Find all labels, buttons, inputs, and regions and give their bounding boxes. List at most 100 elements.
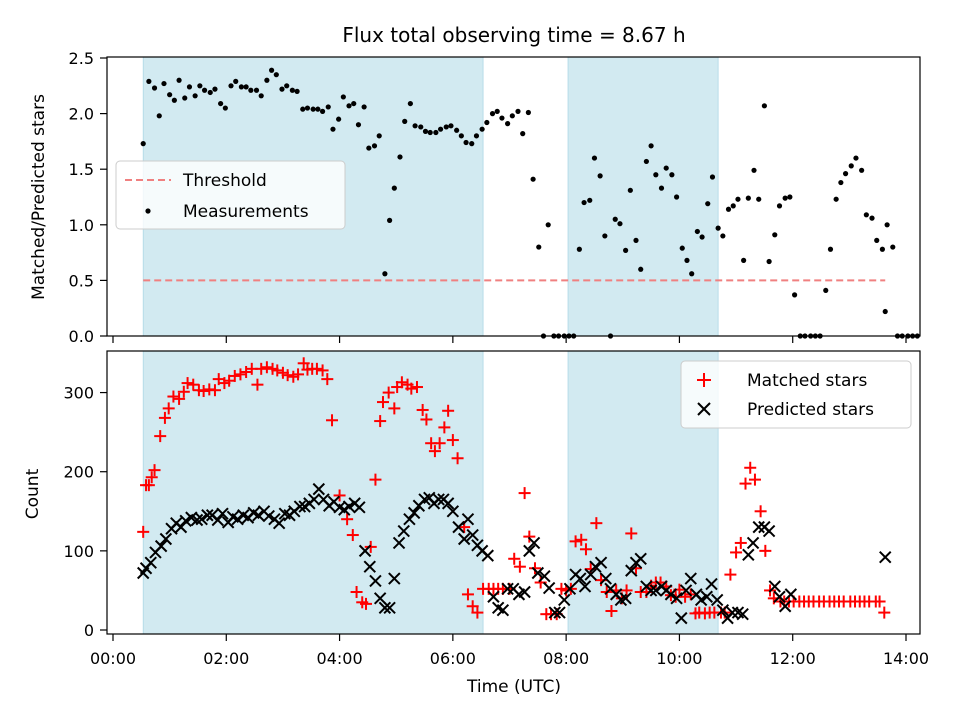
predicted-star-point: [679, 584, 693, 597]
measurement-point: [469, 141, 475, 147]
matched-star-point: [523, 530, 536, 543]
matched-star-point: [167, 390, 180, 403]
measurement-point: [330, 126, 336, 132]
matched-star-point: [590, 517, 603, 530]
predicted-star-point: [619, 592, 632, 605]
measurement-point: [643, 158, 649, 165]
matched-star-point: [405, 382, 418, 395]
bottom-panel: 0 100 200 300 00:00 02:00 04:00 06:00 08:00 10:0…: [23, 350, 929, 697]
predicted-star-point: [634, 552, 647, 565]
x-tick-label: 14:00: [883, 649, 929, 668]
matched-star-point: [451, 452, 464, 465]
measurement-point: [218, 100, 224, 107]
measurement-point: [437, 126, 444, 132]
measurement-point: [515, 108, 521, 114]
matched-star-point: [438, 421, 451, 434]
predicted-star-point: [700, 590, 714, 603]
measurement-point: [627, 187, 633, 193]
predicted-star-point: [457, 532, 471, 546]
measurement-point: [530, 176, 536, 182]
predicted-star-point: [293, 500, 307, 513]
measurement-point: [197, 83, 203, 89]
measurement-point: [720, 233, 726, 239]
measurement-point: [882, 308, 888, 315]
x-axis-label: Time (UTC): [466, 677, 561, 697]
measurement-point: [355, 122, 362, 128]
matched-star-point: [518, 487, 531, 500]
matched-star-point: [442, 404, 455, 417]
predicted-star-point: [201, 509, 214, 522]
measurement-point: [725, 206, 732, 212]
predicted-star-point: [159, 532, 173, 546]
measurement-point: [484, 119, 490, 126]
top-y-tick-label: 1.5: [69, 160, 94, 179]
matched-star-point: [162, 402, 175, 415]
measurement-point: [463, 139, 469, 146]
measurement-point: [597, 173, 603, 179]
predicted-star-point: [705, 577, 718, 591]
bottom-shaded-intervals: [142, 350, 719, 635]
matched-star-point: [321, 373, 334, 386]
top-y-label: Matched/Predicted stars: [29, 94, 49, 300]
matched-star-point: [416, 403, 429, 416]
matched-star-point: [620, 584, 633, 597]
predicted-star-point: [466, 528, 479, 542]
measurement-point: [745, 195, 751, 201]
predicted-star-point: [452, 520, 465, 534]
matched-star-point: [461, 588, 474, 601]
measurement-point: [233, 78, 239, 84]
measurement-point: [201, 87, 208, 93]
measurement-point: [581, 199, 587, 206]
predicted-star-point: [481, 549, 494, 562]
predicted-star-point: [594, 556, 608, 569]
matched-star-point: [260, 361, 273, 374]
measurement-point: [212, 86, 218, 92]
measurement-point: [376, 133, 382, 139]
matched-star-point: [410, 381, 423, 394]
measurement-point: [827, 246, 834, 252]
predicted-star-point: [742, 548, 755, 562]
matched-star-point: [748, 473, 761, 486]
measurement-point: [402, 118, 408, 124]
predicted-star-point: [441, 497, 455, 510]
matched-star-point: [158, 411, 171, 424]
measurement-point: [346, 103, 352, 109]
measurement-point: [151, 85, 158, 91]
x-tick-label: 10:00: [656, 649, 702, 668]
measurement-point: [192, 93, 198, 99]
top-y-axis: 0.0 0.5 1.0 1.5 2.0 2.5: [69, 49, 107, 346]
predicted-star-point: [563, 582, 577, 596]
predicted-star-point: [538, 569, 551, 583]
measurement-point: [310, 106, 316, 112]
bottom-plot-frame: [106, 350, 921, 635]
measurement-point: [186, 84, 193, 90]
matched-star-point: [433, 437, 446, 450]
measurement-point: [823, 287, 829, 294]
measurement-point: [269, 67, 275, 73]
x-tick-label: 12:00: [770, 649, 816, 668]
matched-star-point: [369, 473, 382, 486]
measurement-point: [499, 115, 505, 121]
measurement-point: [248, 87, 254, 93]
measurement-point: [848, 163, 854, 169]
measurement-point: [273, 72, 279, 78]
matched-star-point: [754, 505, 767, 518]
predicted-star-point: [144, 556, 157, 569]
shaded-interval-2: [567, 56, 719, 337]
matched-star-point: [142, 479, 155, 492]
predicted-star-point: [778, 600, 792, 613]
predicted-star-point: [154, 539, 168, 553]
predicted-star-point: [716, 604, 730, 617]
predicted-star-point: [392, 536, 406, 550]
matched-star-point: [137, 525, 150, 538]
measurement-point: [833, 196, 839, 202]
predicted-star-point: [746, 536, 760, 550]
matched-star-point: [724, 568, 737, 581]
measurement-point: [427, 129, 433, 136]
predicted-star-point: [736, 607, 749, 621]
bottom-x-axis: 00:00 02:00 04:00 06:00 08:00 10:00 12:00 14:00: [90, 634, 929, 668]
chart-title: Flux total observing time = 8.67 h: [342, 23, 685, 47]
top-x-ticks: [112, 336, 907, 343]
matched-star-point: [346, 529, 359, 542]
